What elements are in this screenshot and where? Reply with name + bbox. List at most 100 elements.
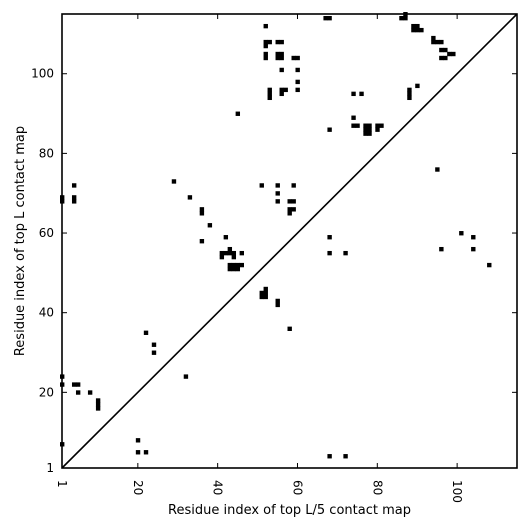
contact-point <box>135 450 141 455</box>
contact-point <box>459 231 464 236</box>
contact-point <box>263 51 268 57</box>
contact-point <box>375 127 380 132</box>
x-axis-label: Residue index of top L/5 contact map <box>168 503 411 518</box>
contact-point <box>443 47 448 53</box>
contact-point <box>227 246 233 252</box>
contact-point <box>275 55 280 61</box>
contact-point <box>363 127 368 132</box>
contact-point <box>263 39 268 45</box>
contact-point <box>275 191 280 196</box>
contact-point <box>443 55 448 61</box>
contact-point <box>287 199 292 204</box>
contact-point <box>227 250 233 256</box>
contact-point <box>231 250 237 256</box>
contact-point <box>183 374 189 379</box>
contact-point <box>71 183 77 188</box>
contact-point <box>351 123 356 128</box>
contact-point <box>431 39 436 45</box>
contact-point <box>231 262 237 268</box>
contact-point <box>87 390 93 395</box>
plot-frame <box>61 13 518 469</box>
x-tick-label: 40 <box>211 480 225 495</box>
contact-point <box>367 123 372 128</box>
contact-point <box>219 250 225 256</box>
contact-point <box>199 207 205 212</box>
contact-point <box>279 87 284 93</box>
contact-point <box>223 235 229 240</box>
contact-point <box>75 382 81 387</box>
contact-point <box>95 402 101 407</box>
y-tick-label: 100 <box>31 67 54 81</box>
contact-point <box>263 43 268 49</box>
contact-point <box>295 55 300 61</box>
contact-point <box>291 55 296 61</box>
contact-point <box>275 39 280 45</box>
contact-point <box>407 87 412 93</box>
y-tick-label: 80 <box>39 146 54 160</box>
contact-point <box>275 302 280 308</box>
contact-point <box>419 27 424 33</box>
contact-point <box>263 286 268 292</box>
contact-point <box>447 51 452 57</box>
contact-point <box>227 262 233 268</box>
contact-point <box>439 47 444 53</box>
contact-point <box>267 95 272 101</box>
contact-point <box>363 131 368 136</box>
contact-point <box>267 91 272 97</box>
contact-point <box>451 51 456 57</box>
contact-point <box>375 123 380 128</box>
contact-point <box>279 91 284 97</box>
contact-point <box>71 199 77 204</box>
contact-point <box>415 83 420 89</box>
contact-point <box>327 454 332 459</box>
contact-point <box>295 87 300 93</box>
contact-point <box>199 239 205 244</box>
contact-point <box>415 23 420 29</box>
x-tick-label: 20 <box>131 480 145 495</box>
contact-point <box>279 39 284 45</box>
contact-point <box>239 262 244 268</box>
contact-point <box>295 79 300 85</box>
contact-point <box>267 87 272 93</box>
contact-point <box>327 235 332 240</box>
y-tick-label: 1 <box>46 461 54 475</box>
contact-point <box>439 246 444 252</box>
contact-point <box>327 127 332 132</box>
contact-point <box>407 91 412 97</box>
contact-point <box>403 15 408 21</box>
contact-point <box>279 55 284 61</box>
contact-point <box>259 183 264 188</box>
contact-point <box>199 211 205 216</box>
contact-point <box>219 254 225 260</box>
contact-point <box>71 195 77 200</box>
contact-point <box>235 111 241 116</box>
x-tick-label: 1 <box>55 480 69 488</box>
contact-point <box>439 55 444 61</box>
contact-point <box>275 183 280 188</box>
contact-point <box>431 35 436 41</box>
contact-point <box>407 95 412 101</box>
contact-point <box>343 250 348 256</box>
contact-point <box>275 199 280 204</box>
x-tick-label: 100 <box>450 480 464 503</box>
contact-point <box>135 438 141 443</box>
contact-point <box>263 55 268 61</box>
contact-point <box>379 123 384 128</box>
diagonal-line <box>61 13 518 469</box>
contact-point <box>327 250 332 256</box>
contact-point <box>435 39 440 45</box>
contact-point <box>439 39 444 45</box>
contact-point <box>263 290 268 296</box>
contact-point <box>291 199 296 204</box>
y-axis-label: Residue index of top L contact map <box>13 126 28 356</box>
contact-point <box>359 91 364 97</box>
contact-point <box>343 454 348 459</box>
x-tick-label: 60 <box>290 480 304 495</box>
contact-point <box>279 51 284 57</box>
contact-point <box>231 266 237 272</box>
contact-point <box>287 211 292 216</box>
contact-point <box>351 115 356 120</box>
contact-point <box>291 183 296 188</box>
contact-point <box>143 330 149 335</box>
contact-point <box>351 91 356 97</box>
